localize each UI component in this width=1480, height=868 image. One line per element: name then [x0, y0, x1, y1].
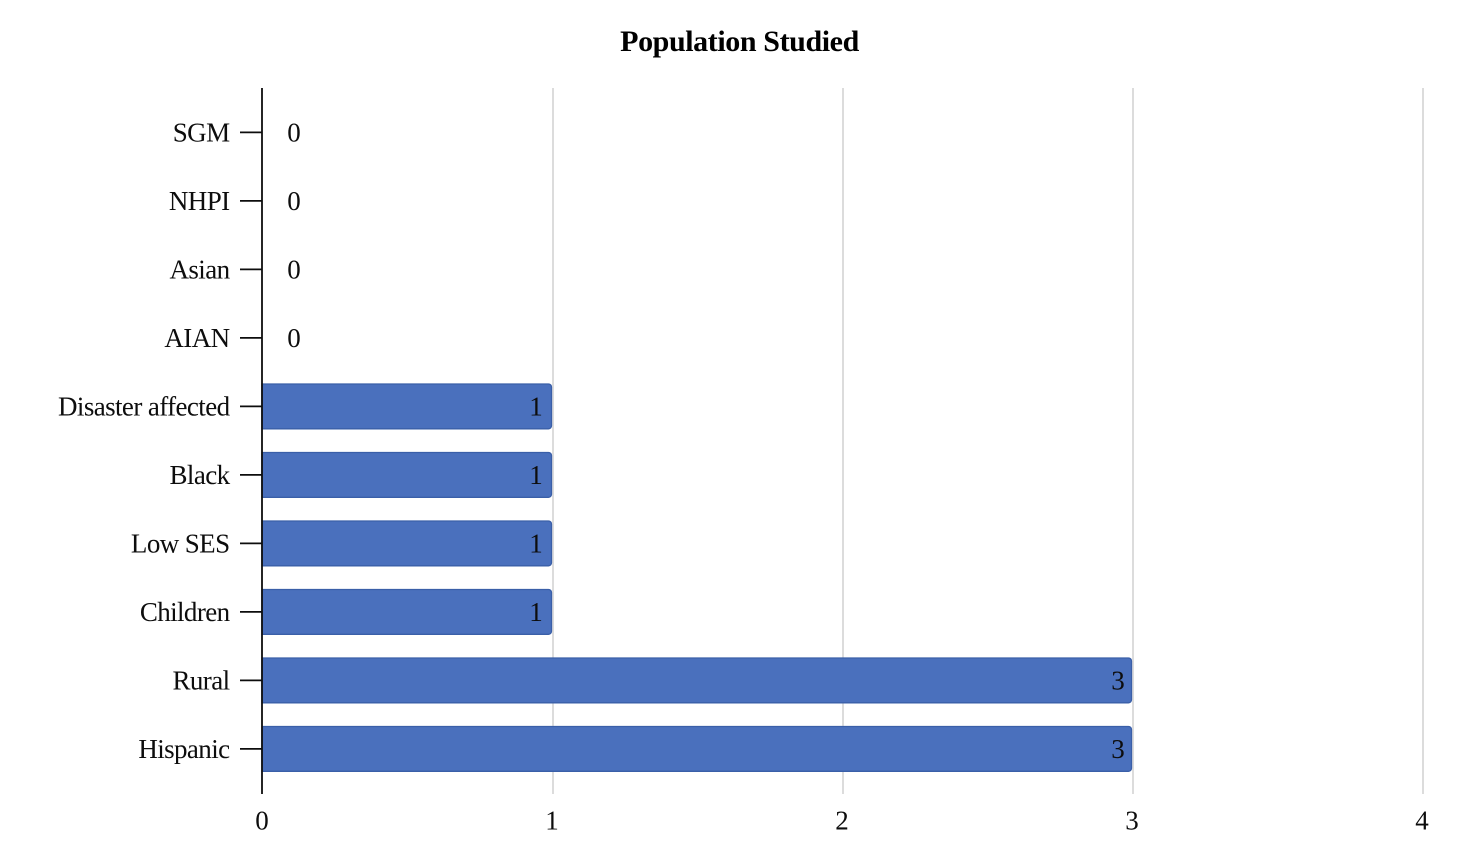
- svg-text:0: 0: [287, 118, 301, 148]
- svg-text:1: 1: [529, 392, 543, 422]
- svg-text:2: 2: [835, 806, 849, 836]
- svg-text:0: 0: [287, 186, 301, 216]
- svg-text:1: 1: [545, 806, 559, 836]
- svg-text:1: 1: [529, 529, 543, 559]
- svg-text:Children: Children: [140, 597, 231, 627]
- svg-text:1: 1: [529, 460, 543, 490]
- svg-text:3: 3: [1125, 806, 1139, 836]
- svg-text:AIAN: AIAN: [164, 323, 229, 353]
- svg-text:NHPI: NHPI: [169, 186, 230, 216]
- svg-text:Population Studied: Population Studied: [620, 25, 859, 58]
- svg-text:Hispanic: Hispanic: [138, 734, 230, 764]
- svg-text:Asian: Asian: [170, 255, 231, 285]
- svg-text:Rural: Rural: [173, 666, 230, 696]
- svg-text:0: 0: [255, 806, 269, 836]
- svg-text:Low SES: Low SES: [131, 529, 230, 559]
- svg-text:4: 4: [1415, 806, 1429, 836]
- svg-text:3: 3: [1111, 734, 1125, 764]
- svg-text:0: 0: [287, 323, 301, 353]
- svg-text:1: 1: [529, 597, 543, 627]
- svg-text:3: 3: [1111, 666, 1125, 696]
- svg-text:Disaster affected: Disaster affected: [58, 392, 231, 422]
- svg-text:Black: Black: [170, 460, 231, 490]
- svg-text:SGM: SGM: [173, 118, 230, 148]
- svg-text:0: 0: [287, 255, 301, 285]
